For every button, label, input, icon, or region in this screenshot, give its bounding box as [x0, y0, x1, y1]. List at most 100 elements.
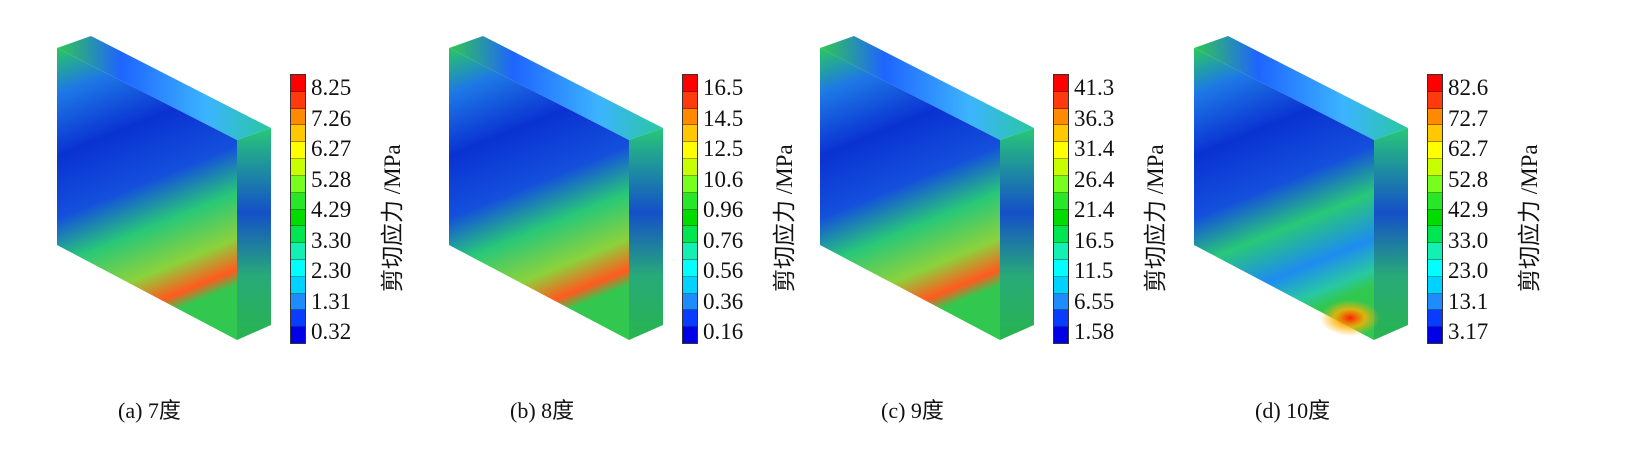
- colorbar-tick-label: 0.32: [311, 319, 352, 344]
- colorbar-tick-label: 82.6: [1448, 75, 1489, 100]
- colorbar: [1427, 74, 1443, 344]
- colorbar-band: [683, 259, 697, 277]
- colorbar-band: [291, 259, 305, 277]
- colorbar-band: [1054, 276, 1068, 294]
- colorbar-band: [1428, 125, 1442, 143]
- colorbar-band: [1054, 226, 1068, 244]
- colorbar-tick-label: 0.56: [703, 258, 744, 283]
- colorbar-band: [291, 175, 305, 193]
- panel-caption: (c) 9度: [881, 398, 944, 423]
- colorbar-band: [683, 276, 697, 294]
- colorbar-band: [291, 226, 305, 244]
- colorbar-band: [291, 159, 305, 176]
- colorbar-tick-label: 1.58: [1074, 319, 1115, 344]
- colorbar-band: [1428, 226, 1442, 244]
- colorbar-tick-label: 62.7: [1448, 136, 1489, 161]
- colorbar-tick-label: 14.5: [703, 105, 744, 131]
- colorbar-band: [1428, 159, 1442, 176]
- colorbar-band: [683, 75, 697, 92]
- colorbar-band: [1428, 175, 1442, 193]
- colorbar-unit-label: 剪切应力 /MPa: [772, 144, 797, 292]
- colorbar-band: [1428, 91, 1442, 109]
- colorbar-band: [1428, 192, 1442, 210]
- colorbar-unit-label: 剪切应力 /MPa: [1517, 144, 1542, 292]
- colorbar: [1053, 74, 1069, 344]
- stress-contour-slab: [449, 36, 663, 340]
- colorbar-tick-label: 31.4: [1074, 136, 1115, 161]
- colorbar-tick-label: 2.30: [311, 258, 352, 283]
- colorbar-tick-label: 0.76: [703, 227, 744, 253]
- colorbar-tick-label: 12.5: [703, 136, 744, 161]
- stress-contour-slab: [820, 36, 1034, 340]
- colorbar-band: [1428, 276, 1442, 294]
- colorbar-band: [1428, 293, 1442, 311]
- colorbar-tick-label: 23.0: [1448, 258, 1489, 283]
- colorbar-band: [291, 142, 305, 160]
- panel-caption: (d) 10度: [1255, 398, 1331, 423]
- stress-contour-slab: [57, 36, 271, 340]
- colorbar-band: [1054, 327, 1068, 343]
- colorbar-band: [683, 327, 697, 343]
- colorbar-band: [291, 243, 305, 260]
- colorbar-band: [1054, 125, 1068, 143]
- colorbar-band: [291, 276, 305, 294]
- colorbar-band: [1054, 91, 1068, 109]
- colorbar-band: [1054, 159, 1068, 176]
- colorbar-band: [683, 192, 697, 210]
- colorbar-band: [683, 293, 697, 311]
- colorbar: [290, 74, 306, 344]
- stress-contour-slab: [1194, 36, 1408, 340]
- colorbar-band: [683, 108, 697, 126]
- colorbar-tick-label: 16.5: [703, 75, 744, 100]
- contour-panel-2: 16.5 14.5 12.5 10.6 0.96 0.76 0.56 0.36 0.16 剪切应力…: [447, 0, 847, 452]
- colorbar-band: [1054, 259, 1068, 277]
- colorbar-band: [683, 209, 697, 227]
- colorbar-band: [683, 125, 697, 143]
- colorbar-tick-label: 41.3: [1074, 75, 1115, 100]
- contour-panel-1: 8.25 7.26 6.27 5.28 4.29 3.30 2.30 1.31 0.32 剪切应力…: [55, 0, 455, 452]
- colorbar-unit-label: 剪切应力 /MPa: [380, 144, 405, 292]
- panel-caption: (b) 8度: [510, 398, 575, 423]
- colorbar-tick-label: 36.3: [1074, 105, 1115, 131]
- colorbar-band: [291, 209, 305, 227]
- colorbar-band: [683, 142, 697, 160]
- colorbar-band: [1428, 243, 1442, 260]
- colorbar-band: [291, 108, 305, 126]
- colorbar-band: [291, 75, 305, 92]
- colorbar-tick-label: 33.0: [1448, 227, 1489, 253]
- colorbar-tick-label: 1.31: [311, 288, 352, 314]
- colorbar-tick-label: 0.96: [703, 197, 744, 222]
- colorbar-band: [1054, 192, 1068, 210]
- colorbar-band: [1428, 259, 1442, 277]
- colorbar-tick-label: 7.26: [311, 105, 352, 131]
- colorbar-band: [1428, 75, 1442, 92]
- colorbar-band: [1054, 243, 1068, 260]
- contour-panel-4: 82.6 72.7 62.7 52.8 42.9 33.0 23.0 13.1 3.17 剪切应力…: [1192, 0, 1592, 452]
- colorbar-tick-label: 10.6: [703, 166, 744, 192]
- colorbar-tick-label: 13.1: [1448, 288, 1489, 314]
- colorbar-band: [1054, 310, 1068, 328]
- colorbar-band: [291, 327, 305, 343]
- colorbar-tick-label: 5.28: [311, 166, 352, 192]
- colorbar-tick-label: 42.9: [1448, 197, 1489, 222]
- colorbar-band: [1428, 327, 1442, 343]
- colorbar-tick-label: 16.5: [1074, 227, 1115, 253]
- colorbar-tick-label: 21.4: [1074, 197, 1115, 222]
- colorbar-tick-label: 3.30: [311, 227, 352, 253]
- colorbar-band: [1428, 209, 1442, 227]
- contour-panel-3: 41.3 36.3 31.4 26.4 21.4 16.5 11.5 6.55 1.58 剪切应力…: [818, 0, 1218, 452]
- colorbar: [682, 74, 698, 344]
- colorbar-tick-label: 3.17: [1448, 319, 1489, 344]
- colorbar-tick-label: 4.29: [311, 197, 352, 222]
- colorbar-band: [1054, 293, 1068, 311]
- colorbar-tick-label: 11.5: [1074, 258, 1114, 283]
- colorbar-band: [1428, 108, 1442, 126]
- panel-caption: (a) 7度: [118, 398, 181, 423]
- colorbar-band: [1428, 310, 1442, 328]
- colorbar-band: [291, 91, 305, 109]
- colorbar-band: [683, 91, 697, 109]
- colorbar-tick-label: 26.4: [1074, 166, 1115, 192]
- colorbar-band: [683, 175, 697, 193]
- colorbar-band: [683, 310, 697, 328]
- colorbar-band: [683, 226, 697, 244]
